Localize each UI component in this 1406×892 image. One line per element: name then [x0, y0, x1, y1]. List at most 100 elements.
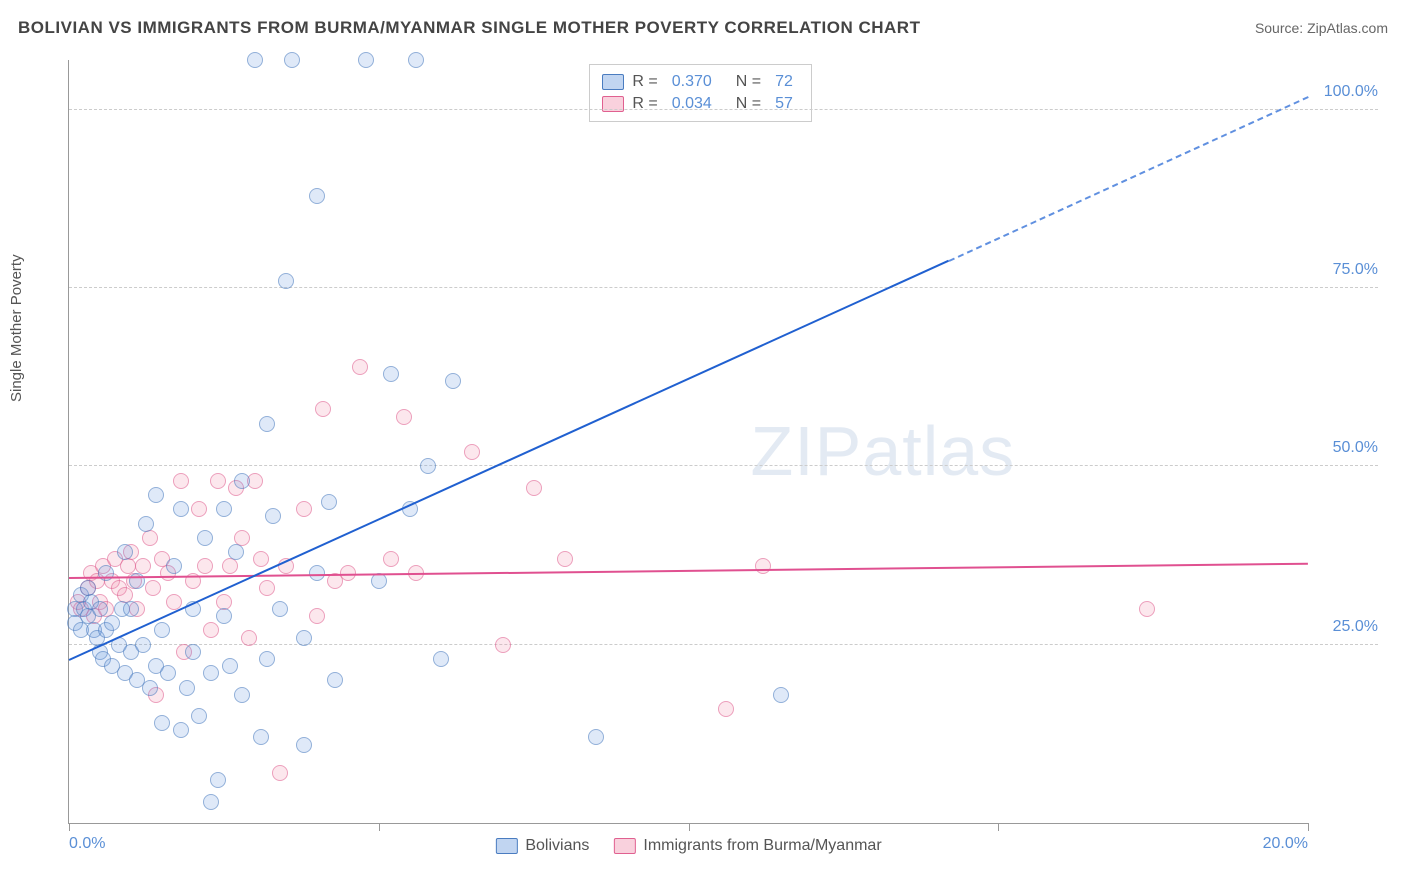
- scatter-point: [154, 622, 170, 638]
- legend-swatch: [602, 74, 624, 90]
- chart-title: BOLIVIAN VS IMMIGRANTS FROM BURMA/MYANMA…: [18, 18, 920, 38]
- legend-swatch: [613, 838, 635, 854]
- scatter-point: [420, 458, 436, 474]
- scatter-point: [173, 722, 189, 738]
- scatter-point: [718, 701, 734, 717]
- y-axis-label: Single Mother Poverty: [8, 254, 25, 402]
- chart-header: BOLIVIAN VS IMMIGRANTS FROM BURMA/MYANMA…: [18, 18, 1388, 38]
- scatter-point: [265, 508, 281, 524]
- watermark: ZIPatlas: [750, 411, 1015, 491]
- scatter-point: [259, 580, 275, 596]
- scatter-point: [104, 615, 120, 631]
- x-tick: [689, 823, 690, 831]
- scatter-point: [296, 630, 312, 646]
- scatter-point: [148, 487, 164, 503]
- scatter-point: [383, 551, 399, 567]
- scatter-point: [464, 444, 480, 460]
- scatter-point: [160, 665, 176, 681]
- scatter-point: [179, 680, 195, 696]
- scatter-point: [191, 501, 207, 517]
- plot-area: ZIPatlas R =0.370N =72R =0.034N =57 Boli…: [68, 60, 1308, 824]
- scatter-point: [228, 544, 244, 560]
- scatter-point: [234, 473, 250, 489]
- scatter-point: [557, 551, 573, 567]
- scatter-point: [309, 608, 325, 624]
- scatter-point: [309, 188, 325, 204]
- scatter-point: [284, 52, 300, 68]
- scatter-point: [1139, 601, 1155, 617]
- scatter-point: [203, 665, 219, 681]
- scatter-point: [495, 637, 511, 653]
- scatter-point: [145, 580, 161, 596]
- scatter-point: [396, 409, 412, 425]
- scatter-point: [296, 501, 312, 517]
- legend-item: Bolivians: [495, 837, 589, 855]
- legend-swatch: [495, 838, 517, 854]
- regression-line: [69, 260, 950, 661]
- x-tick-label: 0.0%: [69, 835, 105, 853]
- scatter-point: [210, 473, 226, 489]
- scatter-point: [142, 680, 158, 696]
- scatter-point: [253, 551, 269, 567]
- scatter-point: [234, 687, 250, 703]
- gridline-h: [69, 465, 1378, 466]
- scatter-point: [526, 480, 542, 496]
- legend-row: R =0.370N =72: [602, 71, 799, 93]
- scatter-point: [123, 601, 139, 617]
- chart-area: Single Mother Poverty ZIPatlas R =0.370N…: [18, 50, 1388, 874]
- n-value: 72: [775, 73, 793, 91]
- scatter-point: [197, 530, 213, 546]
- x-tick: [998, 823, 999, 831]
- scatter-point: [247, 52, 263, 68]
- legend-label: Bolivians: [525, 837, 589, 855]
- x-tick-label: 20.0%: [1263, 835, 1308, 853]
- chart-source: Source: ZipAtlas.com: [1255, 20, 1388, 36]
- legend-label: Immigrants from Burma/Myanmar: [643, 837, 881, 855]
- scatter-point: [142, 530, 158, 546]
- scatter-point: [216, 608, 232, 624]
- r-label: R =: [632, 95, 657, 113]
- n-value: 57: [775, 95, 793, 113]
- scatter-point: [296, 737, 312, 753]
- x-tick: [379, 823, 380, 831]
- y-tick-label: 50.0%: [1333, 439, 1378, 457]
- scatter-point: [588, 729, 604, 745]
- scatter-point: [358, 52, 374, 68]
- scatter-point: [138, 516, 154, 532]
- x-tick: [69, 823, 70, 831]
- x-tick: [1308, 823, 1309, 831]
- legend-item: Immigrants from Burma/Myanmar: [613, 837, 881, 855]
- scatter-point: [129, 573, 145, 589]
- gridline-h: [69, 644, 1378, 645]
- y-tick-label: 100.0%: [1324, 83, 1378, 101]
- scatter-point: [154, 715, 170, 731]
- scatter-point: [135, 637, 151, 653]
- scatter-point: [272, 765, 288, 781]
- y-tick-label: 75.0%: [1333, 261, 1378, 279]
- legend-row: R = 0.034 N = 57: [602, 93, 799, 115]
- series-legend: Bolivians Immigrants from Burma/Myanmar: [495, 837, 881, 855]
- scatter-point: [327, 672, 343, 688]
- scatter-point: [117, 544, 133, 560]
- scatter-point: [222, 558, 238, 574]
- scatter-point: [203, 794, 219, 810]
- scatter-point: [272, 601, 288, 617]
- scatter-point: [216, 501, 232, 517]
- n-label: N =: [736, 95, 761, 113]
- scatter-point: [197, 558, 213, 574]
- scatter-point: [222, 658, 238, 674]
- scatter-point: [321, 494, 337, 510]
- r-value: 0.370: [672, 73, 712, 91]
- scatter-point: [773, 687, 789, 703]
- scatter-point: [259, 416, 275, 432]
- scatter-point: [185, 644, 201, 660]
- scatter-point: [210, 772, 226, 788]
- gridline-h: [69, 287, 1378, 288]
- scatter-point: [408, 52, 424, 68]
- n-label: N =: [736, 73, 761, 91]
- r-value: 0.034: [672, 95, 712, 113]
- scatter-point: [253, 729, 269, 745]
- scatter-point: [173, 501, 189, 517]
- scatter-point: [433, 651, 449, 667]
- scatter-point: [755, 558, 771, 574]
